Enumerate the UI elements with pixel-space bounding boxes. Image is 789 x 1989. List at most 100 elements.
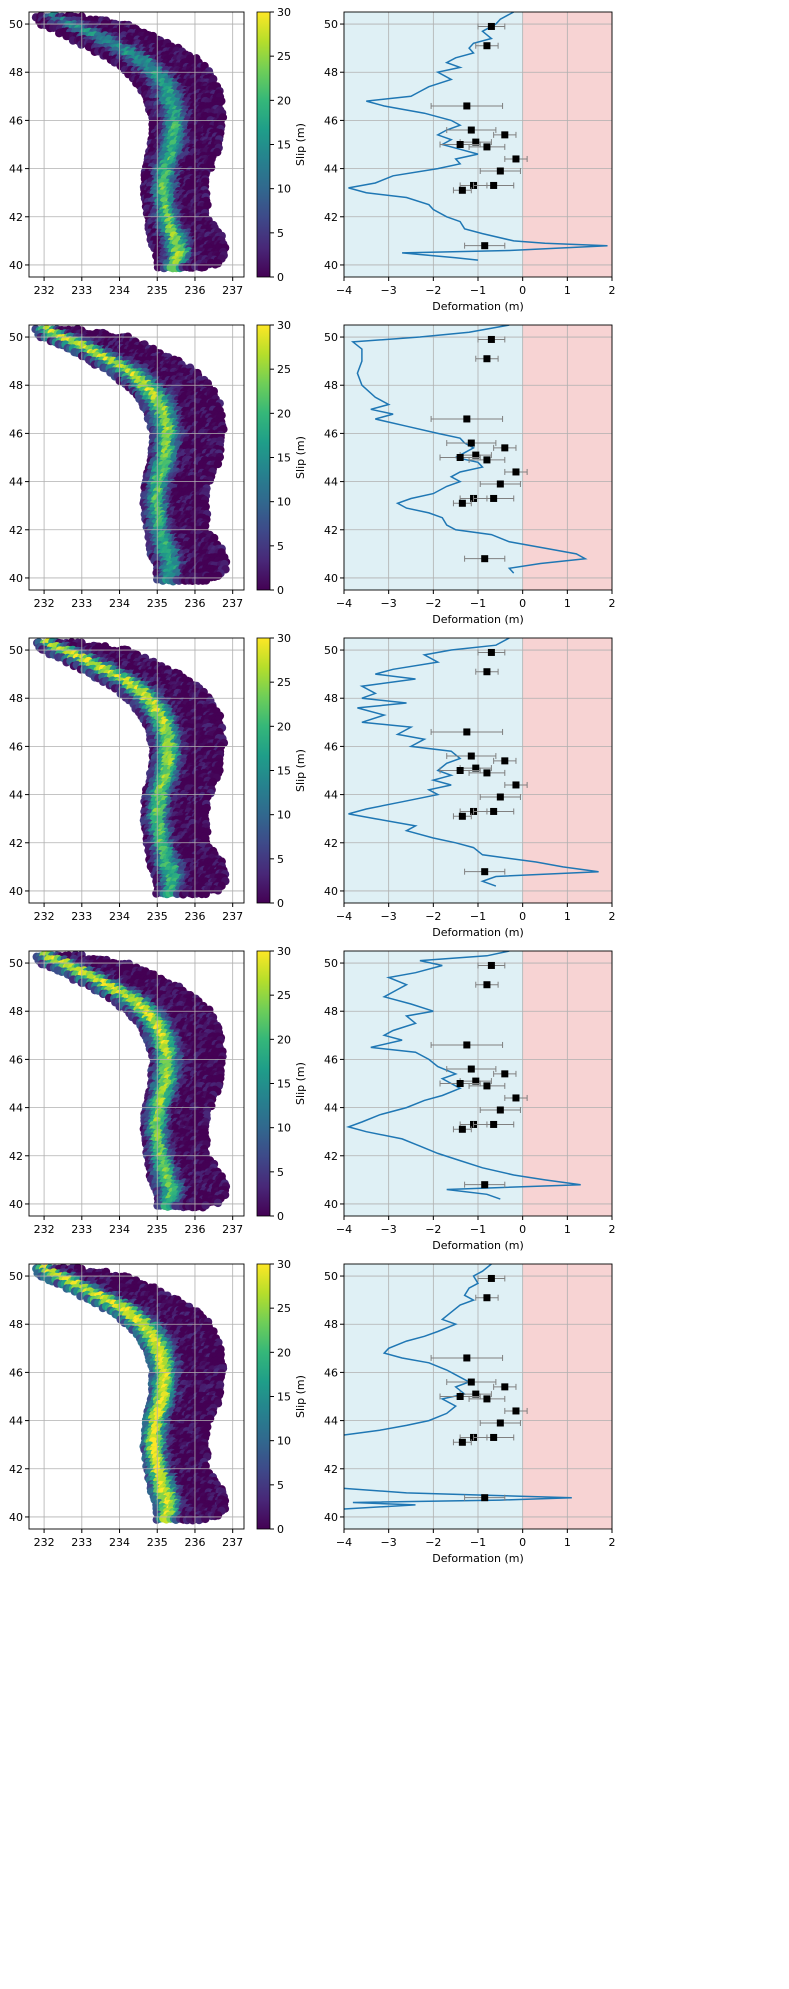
colorbar-tick-label: 10: [277, 183, 291, 196]
profile-tick-label-x: −3: [381, 284, 397, 297]
profile-tick-label-y: 48: [324, 379, 338, 392]
map-tick-label-y: 46: [9, 114, 23, 127]
colorbar-tick-label: 5: [277, 227, 284, 240]
profile-tick-label-y: 46: [324, 427, 338, 440]
colorbar-bar: [256, 637, 271, 904]
map-tick-label-x: 232: [34, 910, 55, 923]
observation-marker: [512, 781, 520, 789]
colorbar-label: Slip (m): [294, 123, 307, 166]
observation-marker: [481, 555, 489, 563]
profile-tick-label-x: 2: [609, 284, 616, 297]
slip-patch: [201, 576, 211, 585]
map-tick-label-x: 233: [71, 597, 92, 610]
slip-patch: [213, 259, 223, 268]
observation-marker: [496, 793, 504, 801]
colorbar-tick-label: 10: [277, 496, 291, 509]
profile-xlabel: Deformation (m): [432, 613, 524, 626]
colorbar-bar: [256, 11, 271, 278]
observation-marker: [490, 494, 498, 502]
map-tick-label-y: 48: [9, 66, 23, 79]
map-tick-label-x: 235: [147, 597, 168, 610]
slip-patch: [213, 571, 223, 580]
colorbar-tick-label: 5: [277, 853, 284, 866]
colorbar-tick-label: 30: [277, 319, 291, 332]
slip-patch: [200, 262, 209, 272]
observation-marker: [463, 728, 471, 736]
figure-row: 232 233 234 235 236 2374042444648500510152025…: [9, 632, 616, 939]
observation-marker: [483, 355, 491, 363]
observation-marker: [501, 757, 509, 765]
colorbar-tick-label: 5: [277, 540, 284, 553]
profile-xlabel: Deformation (m): [432, 300, 524, 313]
observation-marker: [456, 454, 464, 461]
observation-marker: [483, 769, 491, 777]
profile-tick-label-x: −2: [425, 597, 441, 610]
colorbar-tick-label: 10: [277, 809, 291, 822]
colorbar-tick-label: 0: [277, 897, 284, 910]
map-tick-label-x: 237: [222, 910, 243, 923]
map-tick-label-y: 48: [9, 692, 23, 705]
map-tick-label-x: 233: [71, 910, 92, 923]
observation-marker: [483, 668, 491, 676]
colorbar-tick-label: 15: [277, 452, 291, 465]
observation-marker: [487, 648, 495, 656]
profile-tick-label-x: 0: [519, 597, 526, 610]
profile-tick-label-y: 40: [324, 572, 338, 585]
map-tick-label-y: 40: [9, 259, 23, 272]
map-tick-label-y: 46: [9, 427, 23, 440]
observation-marker: [483, 42, 491, 50]
map-tick-label-y: 50: [9, 644, 23, 657]
observation-marker: [456, 767, 464, 774]
map-tick-label-y: 42: [9, 524, 23, 537]
observation-marker: [463, 102, 471, 110]
observation-marker: [458, 499, 466, 507]
colorbar-label: Slip (m): [294, 749, 307, 792]
map-tick-label-y: 50: [9, 331, 23, 344]
observation-marker: [501, 444, 509, 452]
observation-marker: [512, 155, 520, 163]
observation-marker: [487, 335, 495, 343]
map-tick-label-x: 232: [34, 597, 55, 610]
profile-tick-label-x: 2: [609, 597, 616, 610]
observation-marker: [481, 242, 489, 250]
profile-tick-label-y: 42: [324, 524, 338, 537]
profile-tick-label-x: 1: [564, 284, 571, 297]
colorbar-tick-label: 20: [277, 94, 291, 107]
profile-tick-label-x: −2: [425, 284, 441, 297]
observation-marker: [467, 439, 475, 447]
observation-marker: [512, 468, 520, 476]
profile-tick-label-x: −1: [470, 284, 486, 297]
map-tick-label-y: 46: [9, 740, 23, 753]
observation-marker: [501, 131, 509, 139]
profile-tick-label-y: 40: [324, 259, 338, 272]
map-tick-label-x: 236: [184, 597, 205, 610]
slip-patches: [31, 325, 231, 586]
observation-marker: [463, 415, 471, 423]
profile-tick-label-y: 50: [324, 331, 338, 344]
observation-marker: [496, 167, 504, 175]
colorbar-tick-label: 15: [277, 139, 291, 152]
colorbar-tick-label: 0: [277, 271, 284, 284]
colorbar-tick-label: 20: [277, 720, 291, 733]
map-tick-label-y: 44: [9, 163, 23, 176]
observation-marker: [490, 181, 498, 189]
map-tick-label-y: 42: [9, 837, 23, 850]
observation-marker: [483, 456, 491, 464]
map-tick-label-y: 48: [9, 379, 23, 392]
colorbar-bar: [256, 324, 271, 591]
profile-tick-label-y: 44: [324, 163, 338, 176]
profile-tick-label-y: 50: [324, 18, 338, 31]
colorbar-label: Slip (m): [294, 436, 307, 479]
map-tick-label-x: 237: [222, 597, 243, 610]
observation-marker: [487, 22, 495, 30]
profile-tick-label-y: 44: [324, 476, 338, 489]
profile-tick-label-x: 1: [564, 597, 571, 610]
observation-marker: [458, 186, 466, 194]
map-tick-label-x: 237: [222, 284, 243, 297]
observation-marker: [483, 143, 491, 151]
map-tick-label-x: 232: [34, 284, 55, 297]
